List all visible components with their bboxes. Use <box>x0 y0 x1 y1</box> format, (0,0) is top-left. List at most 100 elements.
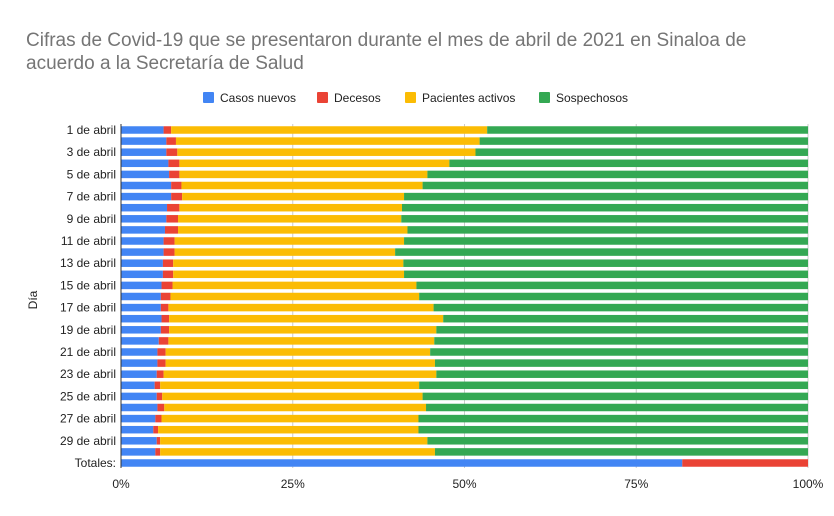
bar-segment-pacientes-activos: 19 de abril – Pacientes activos <box>169 326 437 334</box>
bar-segment-decesos: 15 de abril – Decesos <box>161 281 173 290</box>
bar-segment-pacientes-activos: 30 de abril – Pacientes activos <box>160 448 435 456</box>
bar-segment-sospechosos: 25 de abril – Sospechosos <box>422 392 808 401</box>
bar-segment-sospechosos: 1 de abril – Sospechosos <box>487 126 808 134</box>
bar-segment-decesos: 10 de abril – Decesos <box>164 226 179 234</box>
bar-segment-decesos: 7 de abril – Decesos <box>171 192 183 201</box>
y-tick-label: 29 de abril <box>60 434 116 448</box>
bar-segment-sospechosos: 3 de abril – Sospechosos <box>475 148 808 156</box>
bar-segment-pacientes-activos: 27 de abril – Pacientes activos <box>161 414 419 423</box>
legend: Casos nuevos Decesos Pacientes activos Sosp… <box>203 91 628 105</box>
bar-segment-pacientes-activos: 17 de abril – Pacientes activos <box>168 303 434 312</box>
bar-segment-casos-nuevos: 22 de abril – Casos nuevos <box>121 359 158 367</box>
bar-segment-casos-nuevos: 29 de abril – Casos nuevos <box>121 437 157 445</box>
bar-segment-casos-nuevos: 12 de abril – Casos nuevos <box>121 248 164 256</box>
bar-segment-sospechosos: 4 de abril – Sospechosos <box>449 159 808 168</box>
bar-segment-pacientes-activos: 9 de abril – Pacientes activos <box>178 215 402 223</box>
bar-segment-casos-nuevos: 14 de abril – Casos nuevos <box>121 270 163 279</box>
bar-segment-pacientes-activos: 13 de abril – Pacientes activos <box>173 259 404 267</box>
bar-segment-pacientes-activos: 2 de abril – Pacientes activos <box>175 137 480 145</box>
bar-segment-sospechosos: 24 de abril – Sospechosos <box>419 381 808 390</box>
bar-segment-sospechosos: 14 de abril – Sospechosos <box>404 270 808 279</box>
y-tick-label: 5 de abril <box>67 167 116 181</box>
bar-segment-sospechosos: 27 de abril – Sospechosos <box>418 414 808 423</box>
bar-segment-pacientes-activos: 8 de abril – Pacientes activos <box>179 203 402 212</box>
bar-segment-decesos: 30 de abril – Decesos <box>155 448 161 456</box>
bar-segment-pacientes-activos: 11 de abril – Pacientes activos <box>174 237 405 245</box>
bar-segment-pacientes-activos: 21 de abril – Pacientes activos <box>165 348 431 356</box>
chart-title-line-1: Cifras de Covid-19 que se presentaron du… <box>26 30 746 51</box>
bar-segment-pacientes-activos: 26 de abril – Pacientes activos <box>164 403 427 412</box>
bar-segment-decesos: 16 de abril – Decesos <box>160 292 171 301</box>
legend-swatch <box>203 92 214 103</box>
bar-segment-decesos: 27 de abril – Decesos <box>155 414 162 423</box>
y-tick-label: 15 de abril <box>60 278 116 292</box>
bar-segment-decesos: 17 de abril – Decesos <box>160 303 169 312</box>
bar-segment-decesos: 9 de abril – Decesos <box>166 215 179 223</box>
bar-segment-decesos: 26 de abril – Decesos <box>157 403 165 412</box>
bar-segment-pacientes-activos: 29 de abril – Pacientes activos <box>160 437 428 445</box>
x-tick-label: 100% <box>793 477 824 491</box>
bar-segment-casos-nuevos: 16 de abril – Casos nuevos <box>121 292 161 301</box>
bar-segment-decesos: 5 de abril – Decesos <box>169 170 180 179</box>
y-tick-label: 11 de abril <box>61 234 116 248</box>
bar-segment-casos-nuevos: 20 de abril – Casos nuevos <box>121 337 159 345</box>
bar-segment-pacientes-activos: 18 de abril – Pacientes activos <box>169 314 444 323</box>
bar-segment-casos-nuevos: 15 de abril – Casos nuevos <box>121 281 162 290</box>
y-axis-title: Día <box>26 290 40 309</box>
bar-segment-sospechosos: 17 de abril – Sospechosos <box>433 303 808 312</box>
bar-segment-pacientes-activos: 6 de abril – Pacientes activos <box>181 181 423 190</box>
bar-segment-pacientes-activos: 1 de abril – Pacientes activos <box>171 126 488 134</box>
bar-segment-pacientes-activos: 5 de abril – Pacientes activos <box>179 170 428 179</box>
x-axis-labels: 0% 25% 50% 75% 100% <box>112 477 823 491</box>
bar-segment-pacientes-activos: 15 de abril – Pacientes activos <box>172 281 417 290</box>
y-tick-label: 21 de abril <box>60 345 116 359</box>
legend-label: Decesos <box>334 91 381 105</box>
bar-segment-casos-nuevos: 6 de abril – Casos nuevos <box>121 181 172 190</box>
bar-segment-casos-nuevos: 24 de abril – Casos nuevos <box>121 381 155 390</box>
bar-segment-casos-nuevos: 11 de abril – Casos nuevos <box>121 237 164 245</box>
y-tick-label: 3 de abril <box>67 145 116 159</box>
bar-segment-decesos: 23 de abril – Decesos <box>156 370 164 378</box>
bar-segment-decesos: 29 de abril – Decesos <box>156 437 161 445</box>
bar-segment-pacientes-activos: 12 de abril – Pacientes activos <box>174 248 396 256</box>
bar-segment-decesos: 13 de abril – Decesos <box>162 259 174 267</box>
bar-segment-decesos: 21 de abril – Decesos <box>157 348 166 356</box>
bar-segment-pacientes-activos: 22 de abril – Pacientes activos <box>165 359 435 367</box>
legend-swatch <box>317 92 328 103</box>
bar-segment-casos-nuevos: 26 de abril – Casos nuevos <box>121 403 158 412</box>
bar-segment-sospechosos: 21 de abril – Sospechosos <box>430 348 808 356</box>
y-tick-label: 1 de abril <box>67 123 116 137</box>
bar-segment-sospechosos: 20 de abril – Sospechosos <box>434 337 808 345</box>
y-axis-labels: 1 de abril 3 de abril 5 de abril 7 de abril… <box>60 123 116 470</box>
bar-segment-pacientes-activos: 3 de abril – Pacientes activos <box>177 148 476 156</box>
bar-segment-pacientes-activos: 24 de abril – Pacientes activos <box>160 381 420 390</box>
bar-segment-decesos: 11 de abril – Decesos <box>163 237 175 245</box>
bar-segment-casos-nuevos: 5 de abril – Casos nuevos <box>121 170 170 179</box>
y-tick-label: 25 de abril <box>60 389 116 403</box>
bar-segment-casos-nuevos: 19 de abril – Casos nuevos <box>121 326 161 334</box>
legend-item: Decesos <box>317 91 381 105</box>
bar-segment-decesos: 28 de abril – Decesos <box>153 425 159 434</box>
bar-segment-casos-nuevos: 27 de abril – Casos nuevos <box>121 414 156 423</box>
bar-segment-casos-nuevos: 7 de abril – Casos nuevos <box>121 192 172 201</box>
bar-segment-casos-nuevos: 30 de abril – Casos nuevos <box>121 448 156 456</box>
legend-item: Pacientes activos <box>405 91 515 105</box>
bar-segment-decesos: 8 de abril – Decesos <box>167 203 180 212</box>
y-tick-label: 17 de abril <box>60 301 116 315</box>
bar-segment-casos-nuevos: 25 de abril – Casos nuevos <box>121 392 157 401</box>
bar-segment-decesos: 12 de abril – Decesos <box>163 248 175 256</box>
legend-swatch <box>405 92 416 103</box>
bar-segment-casos-nuevos: 13 de abril – Casos nuevos <box>121 259 163 267</box>
legend-item: Casos nuevos <box>203 91 296 105</box>
bar-segment-pacientes-activos: 4 de abril – Pacientes activos <box>179 159 450 168</box>
bar-segment-sospechosos: 12 de abril – Sospechosos <box>395 248 808 256</box>
bar-segment-casos-nuevos: 28 de abril – Casos nuevos <box>121 425 154 434</box>
legend-label: Casos nuevos <box>220 91 296 105</box>
bar-segment-sospechosos: 19 de abril – Sospechosos <box>436 326 808 334</box>
bar-segment-decesos: 14 de abril – Decesos <box>162 270 174 279</box>
y-tick-label: 23 de abril <box>60 367 116 381</box>
bar-segment-sospechosos: 15 de abril – Sospechosos <box>416 281 808 290</box>
bar-segment-sospechosos: 10 de abril – Sospechosos <box>407 226 808 234</box>
bar-segment-sospechosos: 18 de abril – Sospechosos <box>443 314 808 323</box>
legend-label: Pacientes activos <box>422 91 515 105</box>
